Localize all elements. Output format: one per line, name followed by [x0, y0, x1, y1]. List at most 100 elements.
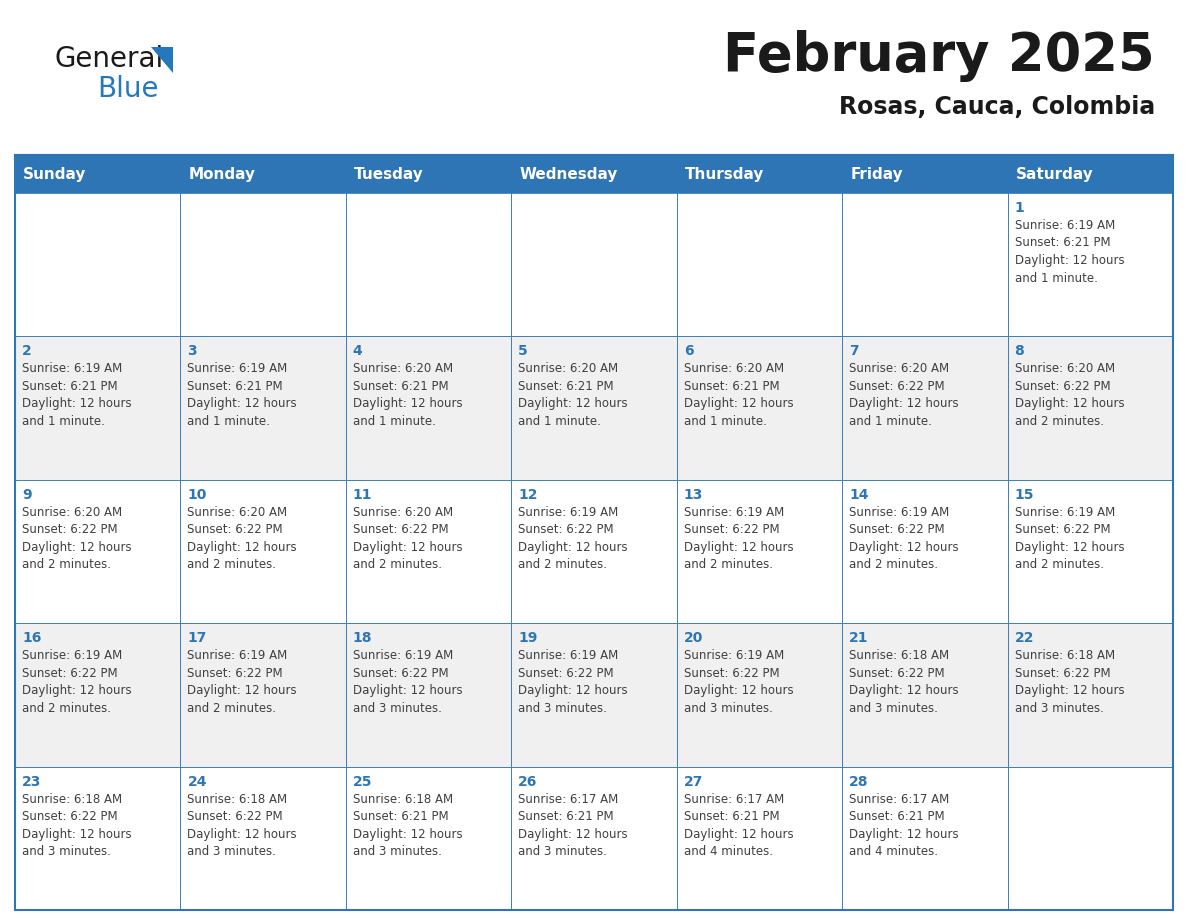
Text: Sunrise: 6:19 AM
Sunset: 6:22 PM
Daylight: 12 hours
and 2 minutes.: Sunrise: 6:19 AM Sunset: 6:22 PM Dayligh… [1015, 506, 1124, 571]
Bar [15, 623, 181, 767]
Text: Sunrise: 6:20 AM
Sunset: 6:22 PM
Daylight: 12 hours
and 2 minutes.: Sunrise: 6:20 AM Sunset: 6:22 PM Dayligh… [188, 506, 297, 571]
Text: 9: 9 [23, 487, 32, 502]
Bar [1007, 336, 1173, 480]
Text: Tuesday: Tuesday [354, 166, 424, 182]
Bar [15, 480, 181, 623]
Bar [181, 480, 346, 623]
Text: Blue: Blue [97, 75, 158, 103]
Text: 11: 11 [353, 487, 372, 502]
Bar [181, 193, 346, 336]
Bar [842, 480, 1007, 623]
Text: 6: 6 [684, 344, 694, 358]
Text: Sunrise: 6:20 AM
Sunset: 6:21 PM
Daylight: 12 hours
and 1 minute.: Sunrise: 6:20 AM Sunset: 6:21 PM Dayligh… [353, 363, 462, 428]
Polygon shape [151, 47, 173, 73]
Text: Sunrise: 6:19 AM
Sunset: 6:22 PM
Daylight: 12 hours
and 2 minutes.: Sunrise: 6:19 AM Sunset: 6:22 PM Dayligh… [188, 649, 297, 715]
Text: Sunrise: 6:18 AM
Sunset: 6:22 PM
Daylight: 12 hours
and 3 minutes.: Sunrise: 6:18 AM Sunset: 6:22 PM Dayligh… [23, 792, 132, 858]
Text: Sunrise: 6:20 AM
Sunset: 6:22 PM
Daylight: 12 hours
and 2 minutes.: Sunrise: 6:20 AM Sunset: 6:22 PM Dayligh… [1015, 363, 1124, 428]
Text: 26: 26 [518, 775, 538, 789]
Bar [15, 155, 1173, 193]
Bar [677, 193, 842, 336]
Text: 17: 17 [188, 632, 207, 645]
Bar [842, 193, 1007, 336]
Text: Sunrise: 6:19 AM
Sunset: 6:22 PM
Daylight: 12 hours
and 3 minutes.: Sunrise: 6:19 AM Sunset: 6:22 PM Dayligh… [684, 649, 794, 715]
Text: 12: 12 [518, 487, 538, 502]
Text: Sunrise: 6:19 AM
Sunset: 6:21 PM
Daylight: 12 hours
and 1 minute.: Sunrise: 6:19 AM Sunset: 6:21 PM Dayligh… [188, 363, 297, 428]
Text: Sunrise: 6:18 AM
Sunset: 6:22 PM
Daylight: 12 hours
and 3 minutes.: Sunrise: 6:18 AM Sunset: 6:22 PM Dayligh… [849, 649, 959, 715]
Text: Sunrise: 6:19 AM
Sunset: 6:21 PM
Daylight: 12 hours
and 1 minute.: Sunrise: 6:19 AM Sunset: 6:21 PM Dayligh… [23, 363, 132, 428]
Bar [511, 336, 677, 480]
Bar [511, 193, 677, 336]
Text: Sunrise: 6:19 AM
Sunset: 6:21 PM
Daylight: 12 hours
and 1 minute.: Sunrise: 6:19 AM Sunset: 6:21 PM Dayligh… [1015, 219, 1124, 285]
Bar [511, 623, 677, 767]
Bar [15, 336, 181, 480]
Text: 3: 3 [188, 344, 197, 358]
Text: Sunrise: 6:19 AM
Sunset: 6:22 PM
Daylight: 12 hours
and 2 minutes.: Sunrise: 6:19 AM Sunset: 6:22 PM Dayligh… [23, 649, 132, 715]
Text: 21: 21 [849, 632, 868, 645]
Text: Sunrise: 6:17 AM
Sunset: 6:21 PM
Daylight: 12 hours
and 4 minutes.: Sunrise: 6:17 AM Sunset: 6:21 PM Dayligh… [849, 792, 959, 858]
Text: 1: 1 [1015, 201, 1024, 215]
Text: 19: 19 [518, 632, 538, 645]
Text: 18: 18 [353, 632, 372, 645]
Bar [1007, 480, 1173, 623]
Bar [15, 767, 181, 910]
Text: 28: 28 [849, 775, 868, 789]
Text: Sunday: Sunday [23, 166, 87, 182]
Text: Sunrise: 6:17 AM
Sunset: 6:21 PM
Daylight: 12 hours
and 4 minutes.: Sunrise: 6:17 AM Sunset: 6:21 PM Dayligh… [684, 792, 794, 858]
Text: Sunrise: 6:19 AM
Sunset: 6:22 PM
Daylight: 12 hours
and 2 minutes.: Sunrise: 6:19 AM Sunset: 6:22 PM Dayligh… [849, 506, 959, 571]
Text: 20: 20 [684, 632, 703, 645]
Text: Sunrise: 6:19 AM
Sunset: 6:22 PM
Daylight: 12 hours
and 3 minutes.: Sunrise: 6:19 AM Sunset: 6:22 PM Dayligh… [353, 649, 462, 715]
Bar [842, 336, 1007, 480]
Bar [1007, 193, 1173, 336]
Bar [1007, 623, 1173, 767]
Text: General: General [55, 45, 164, 73]
Text: Sunrise: 6:19 AM
Sunset: 6:22 PM
Daylight: 12 hours
and 2 minutes.: Sunrise: 6:19 AM Sunset: 6:22 PM Dayligh… [518, 506, 628, 571]
Text: Sunrise: 6:17 AM
Sunset: 6:21 PM
Daylight: 12 hours
and 3 minutes.: Sunrise: 6:17 AM Sunset: 6:21 PM Dayligh… [518, 792, 628, 858]
Text: February 2025: February 2025 [723, 30, 1155, 82]
Text: 2: 2 [23, 344, 32, 358]
Text: Friday: Friday [851, 166, 903, 182]
Text: 14: 14 [849, 487, 868, 502]
Text: 4: 4 [353, 344, 362, 358]
Text: 23: 23 [23, 775, 42, 789]
Text: 15: 15 [1015, 487, 1034, 502]
Bar [346, 193, 511, 336]
Text: 24: 24 [188, 775, 207, 789]
Text: Sunrise: 6:20 AM
Sunset: 6:21 PM
Daylight: 12 hours
and 1 minute.: Sunrise: 6:20 AM Sunset: 6:21 PM Dayligh… [684, 363, 794, 428]
Text: 5: 5 [518, 344, 527, 358]
Bar [1007, 767, 1173, 910]
Text: 10: 10 [188, 487, 207, 502]
Text: 8: 8 [1015, 344, 1024, 358]
Text: Sunrise: 6:19 AM
Sunset: 6:22 PM
Daylight: 12 hours
and 3 minutes.: Sunrise: 6:19 AM Sunset: 6:22 PM Dayligh… [518, 649, 628, 715]
Text: Sunrise: 6:18 AM
Sunset: 6:22 PM
Daylight: 12 hours
and 3 minutes.: Sunrise: 6:18 AM Sunset: 6:22 PM Dayligh… [1015, 649, 1124, 715]
Text: 13: 13 [684, 487, 703, 502]
Bar [677, 480, 842, 623]
Bar [677, 767, 842, 910]
Bar [181, 336, 346, 480]
Bar [346, 480, 511, 623]
Text: 25: 25 [353, 775, 372, 789]
Bar [842, 767, 1007, 910]
Text: Sunrise: 6:18 AM
Sunset: 6:22 PM
Daylight: 12 hours
and 3 minutes.: Sunrise: 6:18 AM Sunset: 6:22 PM Dayligh… [188, 792, 297, 858]
Text: Sunrise: 6:20 AM
Sunset: 6:22 PM
Daylight: 12 hours
and 2 minutes.: Sunrise: 6:20 AM Sunset: 6:22 PM Dayligh… [23, 506, 132, 571]
Bar [677, 336, 842, 480]
Text: Sunrise: 6:20 AM
Sunset: 6:22 PM
Daylight: 12 hours
and 2 minutes.: Sunrise: 6:20 AM Sunset: 6:22 PM Dayligh… [353, 506, 462, 571]
Bar [181, 623, 346, 767]
Text: Sunrise: 6:18 AM
Sunset: 6:21 PM
Daylight: 12 hours
and 3 minutes.: Sunrise: 6:18 AM Sunset: 6:21 PM Dayligh… [353, 792, 462, 858]
Text: 22: 22 [1015, 632, 1034, 645]
Text: Thursday: Thursday [684, 166, 764, 182]
Bar [346, 623, 511, 767]
Text: Sunrise: 6:20 AM
Sunset: 6:22 PM
Daylight: 12 hours
and 1 minute.: Sunrise: 6:20 AM Sunset: 6:22 PM Dayligh… [849, 363, 959, 428]
Bar [842, 623, 1007, 767]
Text: Sunrise: 6:20 AM
Sunset: 6:21 PM
Daylight: 12 hours
and 1 minute.: Sunrise: 6:20 AM Sunset: 6:21 PM Dayligh… [518, 363, 628, 428]
Bar [511, 480, 677, 623]
Text: 7: 7 [849, 344, 859, 358]
Bar [181, 767, 346, 910]
Text: Saturday: Saturday [1016, 166, 1093, 182]
Bar [15, 155, 1173, 910]
Bar [677, 623, 842, 767]
Text: Rosas, Cauca, Colombia: Rosas, Cauca, Colombia [839, 95, 1155, 119]
Bar [15, 193, 181, 336]
Text: 27: 27 [684, 775, 703, 789]
Bar [346, 767, 511, 910]
Text: Monday: Monday [189, 166, 255, 182]
